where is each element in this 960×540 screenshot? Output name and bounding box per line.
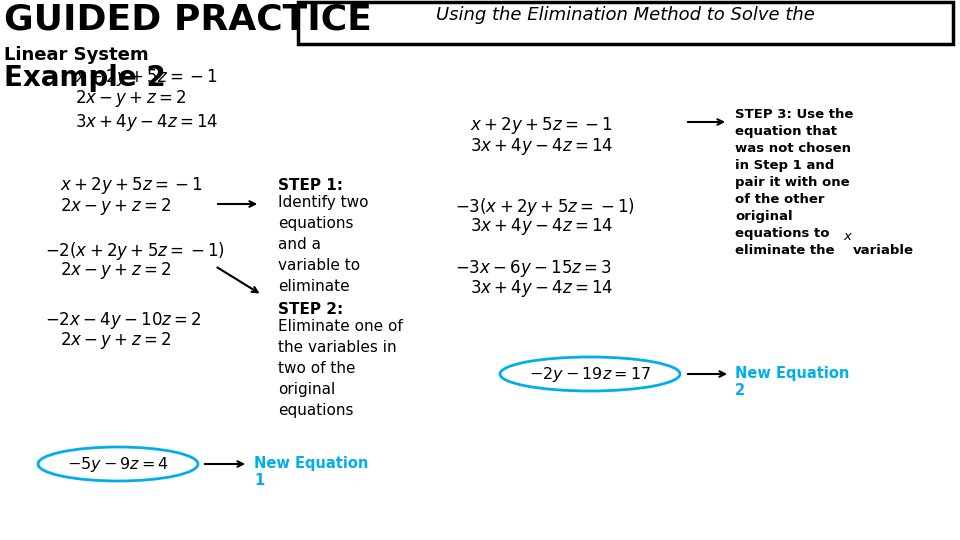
Text: STEP 2:: STEP 2: bbox=[278, 302, 344, 317]
Bar bbox=[298, 2, 953, 44]
Text: Linear System: Linear System bbox=[4, 46, 149, 64]
Text: $-2(x+2y+5z=-1)$: $-2(x+2y+5z=-1)$ bbox=[45, 240, 225, 262]
Text: Example 2: Example 2 bbox=[4, 64, 166, 92]
Text: Eliminate one of
the variables in
two of the
original
equations: Eliminate one of the variables in two of… bbox=[278, 319, 403, 418]
Text: $2x-y+z=2$: $2x-y+z=2$ bbox=[75, 88, 186, 109]
Text: $3x+4y-4z=14$: $3x+4y-4z=14$ bbox=[470, 278, 613, 299]
Text: variable: variable bbox=[853, 230, 914, 258]
Text: Identify two
equations
and a
variable to
eliminate: Identify two equations and a variable to… bbox=[278, 195, 369, 294]
Text: $2x-y+z=2$: $2x-y+z=2$ bbox=[60, 330, 171, 351]
Text: $3x+4y-4z=14$: $3x+4y-4z=14$ bbox=[470, 216, 613, 237]
Text: $3x+4y-4z=14$: $3x+4y-4z=14$ bbox=[470, 136, 613, 157]
Text: $3x+4y-4z=14$: $3x+4y-4z=14$ bbox=[75, 112, 219, 133]
Text: x: x bbox=[843, 230, 851, 242]
Text: $-3x-6y-15z=3$: $-3x-6y-15z=3$ bbox=[455, 258, 612, 279]
Text: $-3(x+2y+5z=-1)$: $-3(x+2y+5z=-1)$ bbox=[455, 196, 635, 218]
Ellipse shape bbox=[38, 447, 198, 481]
Text: STEP 3: Use the
equation that
was not chosen
in Step 1 and
pair it with one
of t: STEP 3: Use the equation that was not ch… bbox=[735, 108, 853, 257]
Text: $x+2y+5z=-1$: $x+2y+5z=-1$ bbox=[60, 175, 203, 196]
Text: $x+2y+5z=-1$: $x+2y+5z=-1$ bbox=[75, 67, 218, 88]
Text: $x+2y+5z=-1$: $x+2y+5z=-1$ bbox=[470, 115, 612, 136]
Text: GUIDED PRACTICE: GUIDED PRACTICE bbox=[4, 2, 372, 36]
Text: $-2y-19z=17$: $-2y-19z=17$ bbox=[529, 364, 651, 383]
Text: STEP 1:: STEP 1: bbox=[278, 178, 343, 193]
Text: $2x-y+z=2$: $2x-y+z=2$ bbox=[60, 196, 171, 217]
Text: Using the Elimination Method to Solve the: Using the Elimination Method to Solve th… bbox=[436, 6, 815, 24]
Text: $2x-y+z=2$: $2x-y+z=2$ bbox=[60, 260, 171, 281]
Ellipse shape bbox=[500, 357, 680, 391]
Text: New Equation
1: New Equation 1 bbox=[254, 456, 369, 488]
Text: New Equation
2: New Equation 2 bbox=[735, 366, 850, 399]
Text: $-2x-4y-10z=2$: $-2x-4y-10z=2$ bbox=[45, 310, 202, 331]
Text: $-5y-9z=4$: $-5y-9z=4$ bbox=[67, 455, 169, 474]
